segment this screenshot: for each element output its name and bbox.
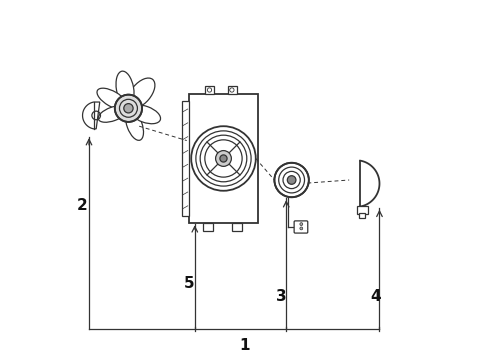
Ellipse shape xyxy=(125,109,144,140)
Text: 5: 5 xyxy=(184,276,195,292)
Ellipse shape xyxy=(98,106,127,122)
Bar xyxy=(227,86,237,94)
Circle shape xyxy=(300,223,303,226)
Circle shape xyxy=(115,95,142,122)
Circle shape xyxy=(216,150,231,166)
Circle shape xyxy=(220,155,227,162)
Ellipse shape xyxy=(130,105,161,124)
Bar xyxy=(359,213,365,217)
Circle shape xyxy=(300,227,303,230)
Bar xyxy=(357,206,368,214)
Bar xyxy=(203,223,213,231)
Bar xyxy=(232,223,242,231)
Text: 4: 4 xyxy=(370,289,381,304)
Bar xyxy=(182,101,189,216)
Ellipse shape xyxy=(97,88,127,110)
Bar xyxy=(205,86,214,94)
FancyBboxPatch shape xyxy=(294,221,308,233)
Text: 1: 1 xyxy=(240,338,250,353)
Text: 3: 3 xyxy=(275,289,286,304)
Ellipse shape xyxy=(127,78,155,108)
Ellipse shape xyxy=(116,71,134,107)
Polygon shape xyxy=(82,102,100,129)
Circle shape xyxy=(274,163,309,197)
Bar xyxy=(189,94,258,223)
Text: 2: 2 xyxy=(77,198,88,213)
Circle shape xyxy=(124,104,133,113)
Circle shape xyxy=(287,176,296,184)
